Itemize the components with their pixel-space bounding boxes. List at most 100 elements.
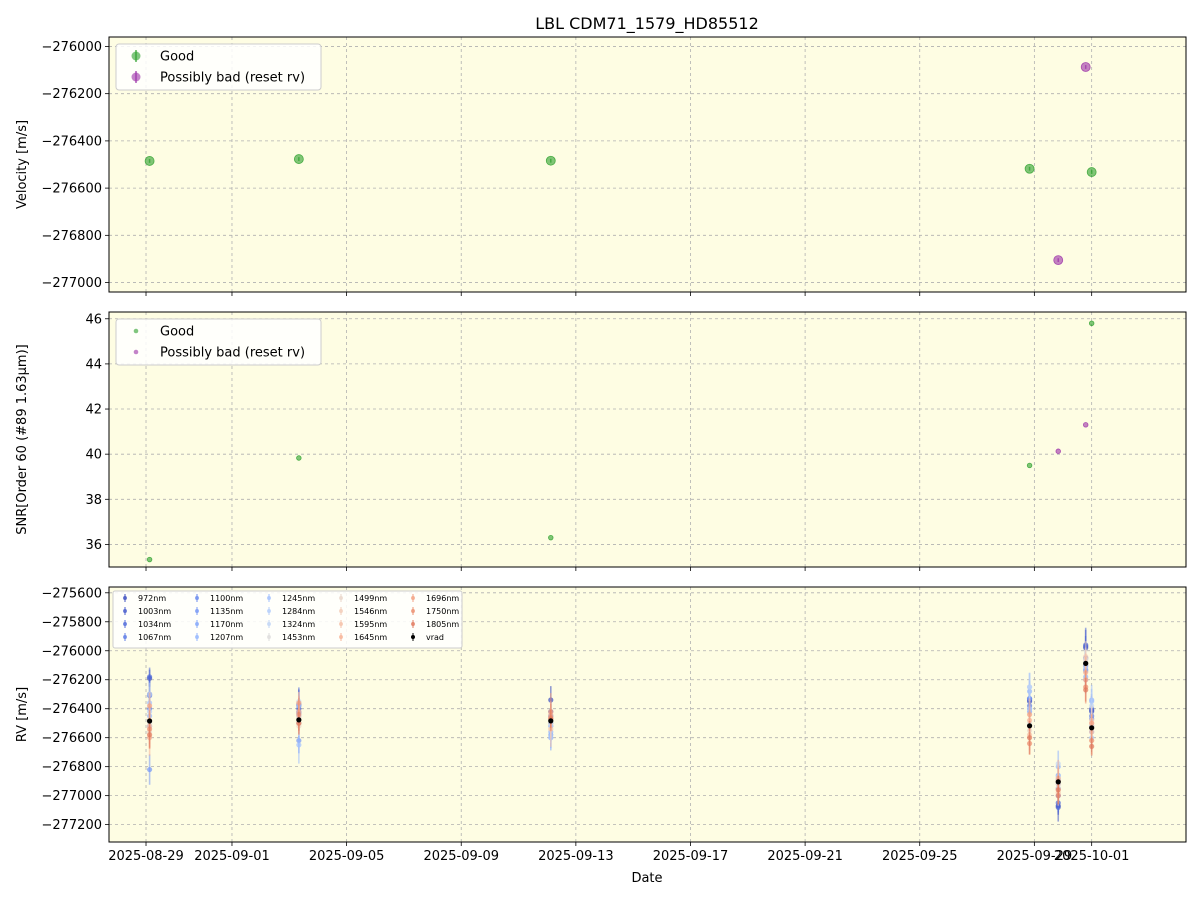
- data-point: [1083, 687, 1089, 693]
- legend: Good Possibly bad (reset rv): [115, 318, 322, 366]
- legend-marker: [339, 609, 343, 613]
- legend-label: 1453nm: [282, 633, 315, 642]
- legend-label: 1003nm: [138, 607, 171, 616]
- legend-label: 1595nm: [354, 620, 387, 629]
- legend-marker: [123, 609, 127, 613]
- y-tick-label: −277200: [41, 818, 102, 833]
- axes-frame: [108, 586, 1187, 843]
- axes-frame: [108, 311, 1187, 568]
- legend-marker: [339, 635, 343, 639]
- data-point: [1083, 422, 1089, 428]
- data-point: [144, 156, 155, 166]
- chart-title: LBL CDM71_1579_HD85512: [535, 14, 759, 34]
- legend-label: 972nm: [138, 594, 166, 603]
- y-tick-label: 44: [85, 357, 102, 372]
- y-tick-label: −275600: [41, 586, 102, 601]
- legend-box: [112, 590, 463, 649]
- y-tick-label: −276800: [41, 760, 102, 775]
- data-point: [1086, 167, 1097, 177]
- x-tick-label: 2025-09-05: [309, 849, 385, 864]
- legend-label: 1324nm: [282, 620, 315, 629]
- data-point: [548, 718, 554, 724]
- legend-marker: [123, 635, 127, 639]
- y-tick-label: 40: [85, 448, 102, 463]
- data-point: [1089, 720, 1095, 726]
- y-axis-label: Velocity [m/s]: [15, 120, 30, 209]
- y-tick-label: −276800: [41, 229, 102, 244]
- panel-velocity: −276000 −276200 −276400 −276600 −276800 −2770…: [15, 36, 1187, 296]
- legend-marker: [195, 622, 199, 626]
- legend-box: [115, 43, 322, 91]
- y-axis-label: SNR[Order 60 (#89 1.63μm)]: [15, 344, 30, 535]
- data-point: [545, 155, 556, 166]
- y-tick-label: 36: [85, 538, 102, 553]
- legend-marker: [339, 622, 343, 626]
- y-tick-label: −276600: [41, 731, 102, 746]
- data-point: [1055, 779, 1061, 785]
- data-point: [146, 732, 153, 738]
- legend-marker: [131, 72, 141, 82]
- y-tick-label: 46: [85, 312, 102, 327]
- axes-frame: [108, 36, 1187, 293]
- data-point: [1055, 787, 1061, 793]
- data-point: [1083, 660, 1089, 666]
- x-tick-label: 2025-09-09: [423, 849, 499, 864]
- legend-label: 1546nm: [354, 607, 387, 616]
- legend-marker: [411, 596, 415, 600]
- data-point: [1089, 725, 1095, 731]
- data-point: [1053, 255, 1064, 266]
- legend-label: Good: [160, 325, 194, 340]
- y-tick-label: −277000: [41, 276, 102, 291]
- legend-label: Possibly bad (reset rv): [160, 71, 305, 86]
- y-axis-label: RV [m/s]: [15, 687, 30, 742]
- legend-marker: [267, 622, 271, 626]
- data-point: [1026, 711, 1033, 718]
- y-tick-label: −276400: [41, 134, 102, 149]
- y-tick-label: −277000: [41, 789, 102, 804]
- legend-label: 1696nm: [426, 594, 459, 603]
- data-point: [146, 556, 153, 563]
- legend-marker: [267, 609, 271, 613]
- panel-rv: 2025-08-29 2025-09-01 2025-09-05 2025-09-09…: [15, 586, 1187, 864]
- legend-label: 1135nm: [210, 607, 243, 616]
- x-tick-label: 2025-09-25: [882, 849, 958, 864]
- data-point: [1088, 320, 1095, 326]
- x-tick-label: 2025-09-21: [767, 849, 843, 864]
- legend-marker: [339, 596, 343, 600]
- legend-label: Good: [160, 50, 194, 65]
- legend-label: 1499nm: [354, 594, 387, 603]
- y-tick-label: −276200: [41, 673, 102, 688]
- legend-label: 1805nm: [426, 620, 459, 629]
- legend-label: Possibly bad (reset rv): [160, 346, 305, 361]
- y-tick-label: −276200: [41, 87, 102, 102]
- legend-label: 1034nm: [138, 620, 171, 629]
- legend-marker: [195, 635, 199, 639]
- y-tick-label: −276000: [41, 644, 102, 659]
- data-point: [548, 534, 554, 541]
- legend-label: 1284nm: [282, 607, 315, 616]
- data-point: [1026, 462, 1033, 469]
- legend-label: 1067nm: [138, 633, 171, 642]
- y-tick-label: −276600: [41, 182, 102, 197]
- legend-marker: [133, 349, 139, 355]
- data-point: [1026, 735, 1033, 741]
- legend-label: 1207nm: [210, 633, 243, 642]
- legend-marker: [123, 622, 127, 626]
- legend-marker: [411, 609, 415, 613]
- legend: 972nm 1003nm 1034nm 1067nm 1100nm 1135nm 1170n…: [112, 590, 463, 649]
- legend-label: 1750nm: [426, 607, 459, 616]
- x-tick-label: 2025-09-29: [997, 849, 1073, 864]
- x-tick-label: 2025-10-01: [1054, 849, 1130, 864]
- legend-marker: [123, 596, 127, 600]
- data-point: [1089, 743, 1095, 749]
- legend-box: [115, 318, 322, 366]
- legend-label: 1645nm: [354, 633, 387, 642]
- data-point: [146, 703, 153, 709]
- legend-label: 1170nm: [210, 620, 243, 629]
- data-point: [1055, 448, 1061, 454]
- data-point: [293, 154, 304, 164]
- panel-snr: 36 38 40 42 44 46 SNR[Order 60 (#89 1.63μm)] Go…: [15, 311, 1187, 571]
- y-tick-label: −275800: [41, 615, 102, 630]
- legend-marker: [411, 635, 415, 639]
- legend-marker: [411, 622, 415, 626]
